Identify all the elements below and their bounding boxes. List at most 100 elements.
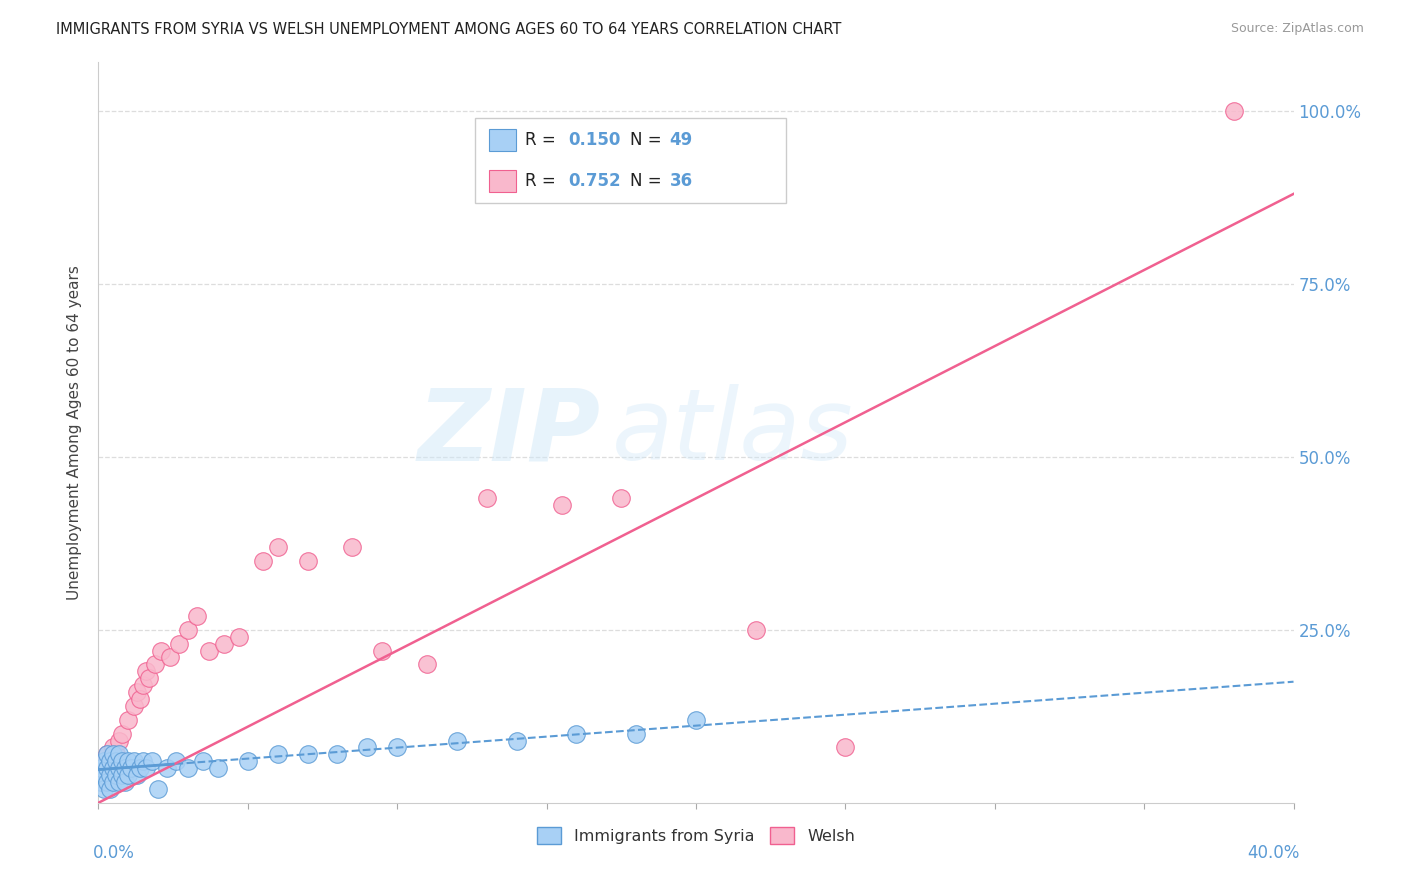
Point bbox=[129, 761, 152, 775]
Point bbox=[124, 698, 146, 713]
Point bbox=[96, 761, 118, 775]
Point bbox=[108, 775, 131, 789]
Point bbox=[506, 733, 529, 747]
Point bbox=[103, 761, 125, 775]
Point bbox=[90, 761, 112, 775]
Point bbox=[103, 747, 125, 762]
Point bbox=[148, 781, 170, 796]
Text: ZIP: ZIP bbox=[418, 384, 600, 481]
Point bbox=[745, 623, 768, 637]
Point bbox=[236, 754, 259, 768]
Point bbox=[1223, 103, 1246, 118]
Text: R =: R = bbox=[524, 131, 561, 149]
Point bbox=[342, 540, 364, 554]
Point bbox=[98, 754, 122, 768]
Point bbox=[124, 754, 146, 768]
Point bbox=[186, 609, 208, 624]
Point bbox=[550, 498, 572, 512]
FancyBboxPatch shape bbox=[489, 169, 516, 192]
Point bbox=[117, 713, 139, 727]
Point bbox=[138, 671, 160, 685]
Point bbox=[111, 726, 134, 740]
Point bbox=[565, 726, 588, 740]
Point bbox=[103, 775, 125, 789]
Point bbox=[111, 768, 134, 782]
Point bbox=[685, 713, 707, 727]
Point bbox=[297, 554, 319, 568]
Text: atlas: atlas bbox=[613, 384, 853, 481]
Legend: Immigrants from Syria, Welsh: Immigrants from Syria, Welsh bbox=[530, 821, 862, 850]
Point bbox=[90, 761, 112, 775]
Text: N =: N = bbox=[630, 172, 666, 190]
Point bbox=[385, 740, 409, 755]
Text: 40.0%: 40.0% bbox=[1247, 844, 1299, 862]
Point bbox=[165, 754, 187, 768]
Point bbox=[207, 761, 229, 775]
Point bbox=[610, 491, 633, 506]
Text: R =: R = bbox=[524, 172, 561, 190]
Point bbox=[143, 657, 166, 672]
Text: Source: ZipAtlas.com: Source: ZipAtlas.com bbox=[1230, 22, 1364, 36]
Point bbox=[114, 761, 136, 775]
Point bbox=[228, 630, 250, 644]
Point bbox=[371, 643, 394, 657]
Point bbox=[114, 775, 136, 789]
Point bbox=[93, 754, 115, 768]
Point bbox=[416, 657, 439, 672]
Point bbox=[252, 554, 274, 568]
FancyBboxPatch shape bbox=[475, 118, 786, 203]
Point bbox=[90, 775, 112, 789]
Point bbox=[132, 678, 155, 692]
Point bbox=[105, 754, 128, 768]
Point bbox=[117, 754, 139, 768]
Point bbox=[93, 781, 115, 796]
Point bbox=[267, 747, 290, 762]
Point bbox=[120, 761, 142, 775]
Text: 0.752: 0.752 bbox=[568, 172, 620, 190]
Point bbox=[156, 761, 179, 775]
Point bbox=[108, 733, 131, 747]
Point bbox=[135, 761, 157, 775]
Point bbox=[475, 491, 498, 506]
Text: 0.150: 0.150 bbox=[568, 131, 620, 149]
Text: IMMIGRANTS FROM SYRIA VS WELSH UNEMPLOYMENT AMONG AGES 60 TO 64 YEARS CORRELATIO: IMMIGRANTS FROM SYRIA VS WELSH UNEMPLOYM… bbox=[56, 22, 842, 37]
Point bbox=[108, 747, 131, 762]
Point bbox=[96, 775, 118, 789]
Point bbox=[326, 747, 349, 762]
Point bbox=[111, 754, 134, 768]
Point bbox=[129, 692, 152, 706]
Point bbox=[96, 747, 118, 762]
Point bbox=[132, 754, 155, 768]
Point bbox=[159, 650, 181, 665]
Point bbox=[177, 761, 200, 775]
Point bbox=[105, 768, 128, 782]
Point bbox=[93, 754, 115, 768]
Point bbox=[297, 747, 319, 762]
Point bbox=[98, 768, 122, 782]
Point bbox=[105, 747, 128, 762]
Text: 0.0%: 0.0% bbox=[93, 844, 135, 862]
Text: 49: 49 bbox=[669, 131, 693, 149]
Point bbox=[167, 637, 190, 651]
Point bbox=[96, 747, 118, 762]
Point bbox=[626, 726, 648, 740]
Y-axis label: Unemployment Among Ages 60 to 64 years: Unemployment Among Ages 60 to 64 years bbox=[67, 265, 83, 600]
Point bbox=[150, 643, 173, 657]
Point bbox=[191, 754, 214, 768]
Point bbox=[103, 740, 125, 755]
Point bbox=[108, 761, 131, 775]
Point bbox=[198, 643, 221, 657]
Point bbox=[127, 768, 149, 782]
Point bbox=[127, 685, 149, 699]
Text: 36: 36 bbox=[669, 172, 693, 190]
Point bbox=[98, 781, 122, 796]
Point bbox=[135, 665, 157, 679]
FancyBboxPatch shape bbox=[489, 129, 516, 152]
Point bbox=[117, 768, 139, 782]
Point bbox=[267, 540, 290, 554]
Point bbox=[93, 768, 115, 782]
Point bbox=[356, 740, 378, 755]
Point bbox=[446, 733, 468, 747]
Text: N =: N = bbox=[630, 131, 666, 149]
Point bbox=[177, 623, 200, 637]
